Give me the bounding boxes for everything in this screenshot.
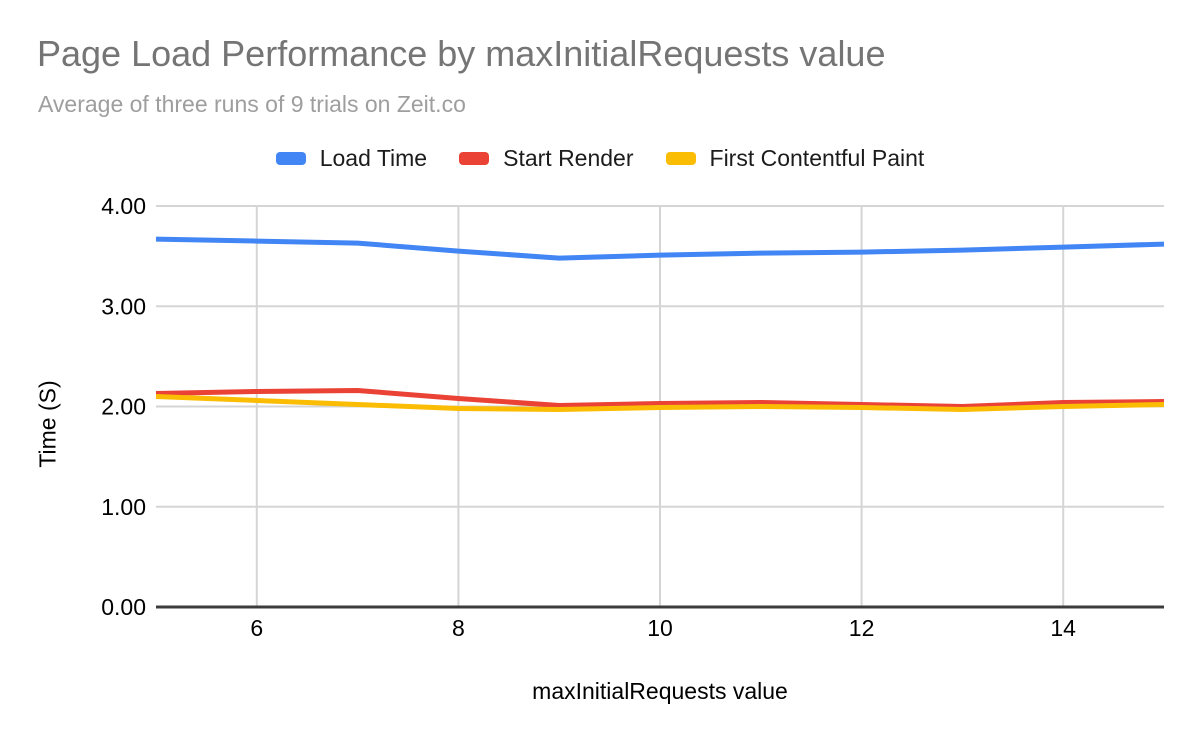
y-tick-label-3.00: 3.00 [101, 293, 146, 319]
y-tick-label-4.00: 4.00 [101, 193, 146, 219]
y-tick-label-0.00: 0.00 [101, 594, 146, 620]
x-tick-label-14: 14 [1050, 615, 1076, 641]
x-tick-label-12: 12 [849, 615, 875, 641]
chart-title: Page Load Performance by maxInitialReque… [37, 33, 886, 74]
legend: Load Time Start Render First Contentful Pa… [0, 145, 1200, 172]
chart-subtitle: Average of three runs of 9 trials on Zei… [38, 91, 466, 117]
legend-item-load-time: Load Time [275, 145, 428, 172]
legend-item-first-contentful-paint: First Contentful Paint [665, 145, 925, 172]
legend-label-load-time: Load Time [319, 145, 428, 171]
series-line-start-render [155, 387, 1165, 409]
legend-label-start-render: Start Render [503, 145, 634, 171]
start-render-swatch-icon [459, 152, 490, 165]
y-tick-label-1.00: 1.00 [101, 494, 146, 520]
first-contentful-paint-swatch-icon [665, 152, 696, 165]
y-tick-label-2.00: 2.00 [101, 394, 146, 420]
x-tick-label-6: 6 [250, 615, 263, 641]
x-axis-title: maxInitialRequests value [532, 678, 788, 704]
legend-item-start-render: Start Render [459, 145, 634, 172]
series-line-load-time [155, 236, 1165, 261]
series-line-first-contentful-paint [155, 393, 1165, 413]
legend-label-first-contentful-paint: First Contentful Paint [709, 145, 925, 171]
x-tick-label-8: 8 [452, 615, 465, 641]
y-axis-title: Time (S) [34, 380, 61, 468]
load-time-swatch-icon [275, 152, 306, 165]
x-tick-label-10: 10 [647, 615, 673, 641]
